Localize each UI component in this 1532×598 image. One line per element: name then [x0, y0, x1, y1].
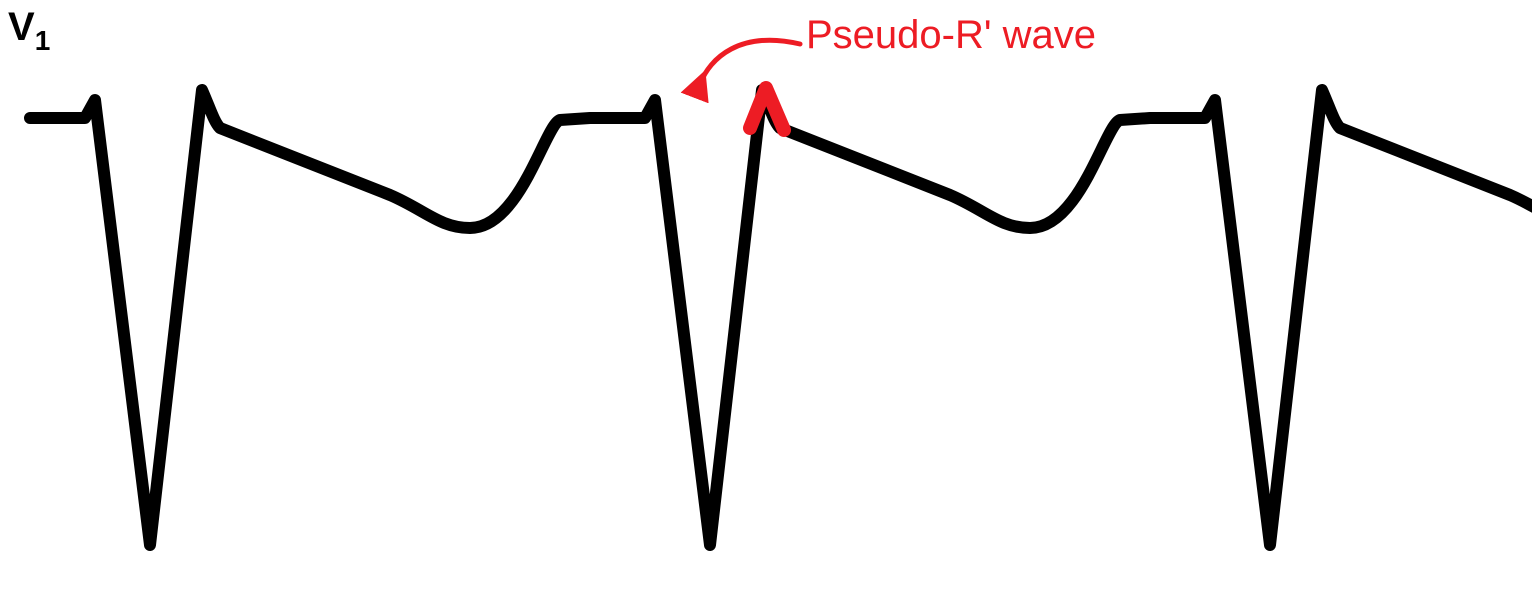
lead-label: V1 [8, 5, 50, 56]
annotation-arrow [700, 40, 800, 84]
lead-label-main: V [8, 5, 35, 49]
ecg-trace [30, 90, 1532, 545]
lead-label-subscript: 1 [35, 25, 51, 56]
annotation-label: Pseudo-R' wave [806, 13, 1096, 57]
